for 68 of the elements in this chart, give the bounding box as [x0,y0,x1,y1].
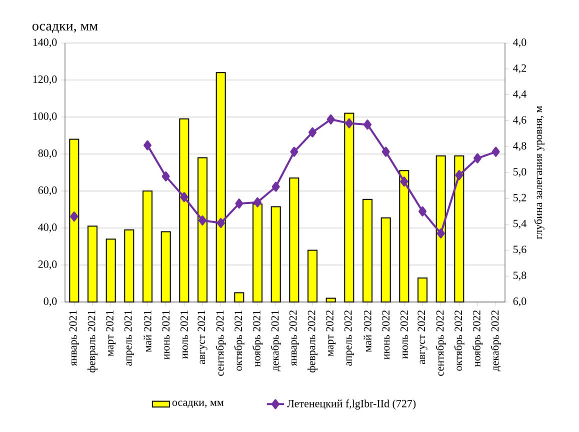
y-tick-label: 0,0 [44,298,57,307]
point [436,228,445,238]
point [400,176,408,187]
point [345,118,354,128]
point [144,140,152,150]
x-tick-label: февраль 2022 [308,310,318,372]
legend-label: осадки, мм [172,400,224,408]
point [382,146,390,157]
y2-tick-label: 4,4 [513,90,526,100]
x-tick-label: апрель 2022 [344,310,354,366]
y-axis-title: осадки, мм [32,24,98,34]
y-tick-label: 60,0 [38,186,57,196]
y2-tick-label: 5,6 [514,246,526,255]
point [308,127,316,138]
x-tick-label: май 2022 [364,310,372,352]
x-tick-label: январь 2021 [69,310,79,366]
x-tick-label: сентябрь 2021 [216,310,226,376]
x-tick-label: декабрь 2021 [270,310,281,372]
point [418,206,426,216]
y2-tick-label: 6,0 [513,298,526,307]
x-tick-label: июль 2022 [400,310,408,359]
y-tick-label: 140,0 [33,38,57,48]
point [235,198,244,209]
x-tick-label: декабрь 2022 [490,310,501,372]
y2-tick-label: 4,2 [513,64,526,74]
y-tick-label: 40,0 [38,224,57,233]
x-tick-label: июль 2021 [180,310,188,359]
y2-axis-title: глубина залегания уровня, м [534,106,544,240]
point [180,192,188,202]
point [254,197,262,208]
y2-tick-label: 4,8 [513,142,526,152]
x-tick-label: апрель 2021 [124,310,134,366]
x-tick-label: сентябрь 2022 [436,310,446,376]
x-tick-label: июнь 2022 [382,310,390,360]
x-tick-label: октябрь 2021 [234,310,244,371]
point [162,171,170,182]
y2-tick-label: 5,4 [514,220,526,229]
y2-tick-label: 5,0 [514,168,526,178]
point [364,120,372,130]
point [290,146,298,157]
y-tick-label: 100,0 [33,112,57,122]
y2-tick-label: 5,8 [514,272,526,281]
point [474,153,482,164]
x-tick-label: август 2021 [198,310,208,364]
point [492,146,500,157]
y2-tick-label: 5,2 [514,194,526,203]
point [272,182,280,192]
x-tick-label: февраль 2021 [88,310,98,372]
legend-label: Летенецкий f,lgIbr-IId (727) [287,399,416,410]
x-tick-label: ноябрь 2022 [472,310,483,367]
x-tick-label: март 2021 [106,310,116,356]
y-tick-label: 80,0 [38,150,57,159]
x-tick-label: октябрь 2022 [454,310,464,371]
point [216,218,225,228]
y2-tick-label: 4,0 [513,38,526,48]
x-tick-label: ноябрь 2021 [252,310,263,367]
y2-tick-label: 4,6 [513,116,526,126]
y-tick-label: 20,0 [38,260,57,270]
point [70,212,78,222]
y-tick-label: 120,0 [33,76,57,85]
x-tick-label: июнь 2021 [162,310,170,360]
point [326,114,335,124]
x-tick-label: январь 2022 [289,310,299,366]
point [198,215,206,226]
x-tick-label: май 2021 [144,310,152,352]
point [455,170,464,180]
x-tick-label: август 2022 [418,310,428,364]
x-tick-label: март 2022 [326,310,336,356]
